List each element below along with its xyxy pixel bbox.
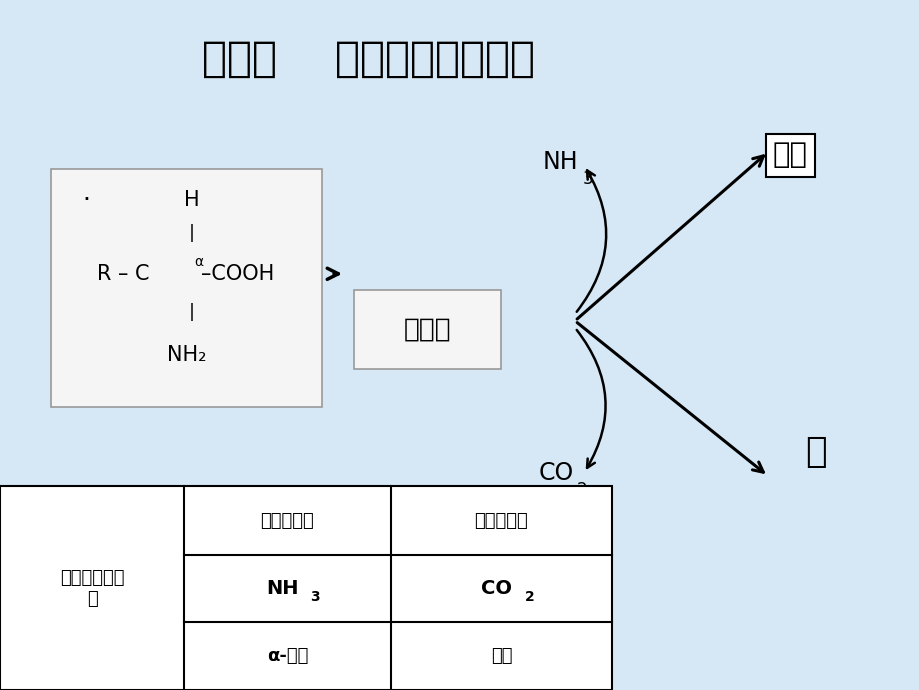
Text: NH₂: NH₂ bbox=[167, 345, 207, 365]
Text: 3: 3 bbox=[311, 590, 320, 604]
Text: CO: CO bbox=[538, 461, 573, 484]
Bar bbox=[0, 486, 611, 690]
Text: 脱氨基作用: 脱氨基作用 bbox=[260, 511, 314, 530]
Text: H: H bbox=[184, 190, 199, 210]
Text: 氨基酸降解产
物: 氨基酸降解产 物 bbox=[60, 569, 124, 608]
Text: –COOH: –COOH bbox=[200, 264, 274, 284]
Text: 胺: 胺 bbox=[804, 435, 826, 469]
Text: 3: 3 bbox=[582, 170, 593, 188]
Text: 第一节    蛋白质的酶促降解: 第一节 蛋白质的酶促降解 bbox=[201, 38, 534, 80]
Bar bbox=[51, 169, 322, 407]
Text: 脱羧基作用: 脱羧基作用 bbox=[474, 511, 528, 530]
Text: CO: CO bbox=[481, 579, 512, 598]
Bar bbox=[354, 290, 501, 369]
Text: |: | bbox=[188, 224, 195, 242]
Text: 氨基酸: 氨基酸 bbox=[403, 317, 451, 342]
Text: 酮酸: 酮酸 bbox=[772, 141, 807, 169]
Text: α-酮酸: α-酮酸 bbox=[267, 647, 308, 665]
Text: ·: · bbox=[82, 188, 90, 212]
Text: 2: 2 bbox=[524, 590, 534, 604]
Text: 胺类: 胺类 bbox=[490, 647, 512, 665]
Text: R – C: R – C bbox=[96, 264, 149, 284]
Text: |: | bbox=[188, 303, 195, 321]
Text: NH: NH bbox=[542, 150, 578, 174]
Text: 2: 2 bbox=[576, 481, 587, 499]
Text: α: α bbox=[194, 255, 203, 269]
Text: NH: NH bbox=[267, 579, 299, 598]
